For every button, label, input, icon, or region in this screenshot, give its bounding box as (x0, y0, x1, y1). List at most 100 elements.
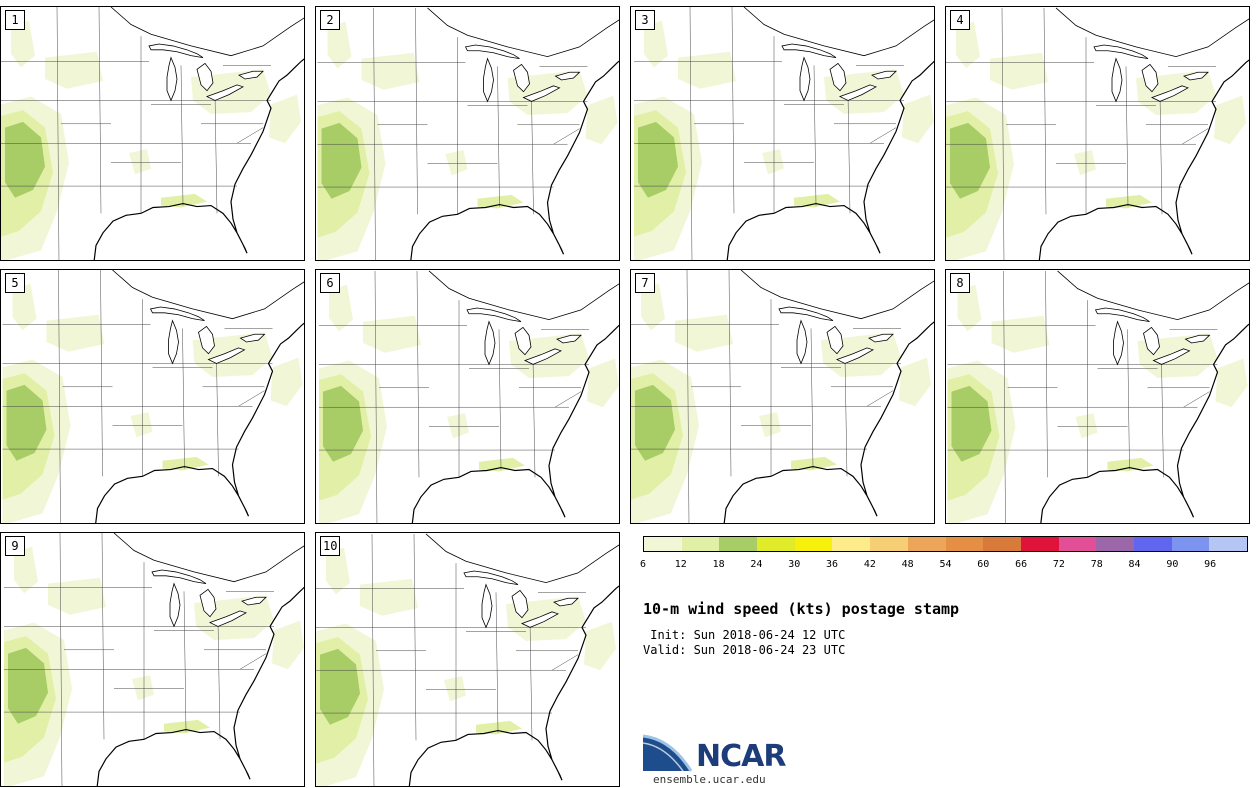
wind-shading (991, 315, 1050, 353)
great-lake-outline (514, 326, 532, 356)
stamp-panel-5: 5 (0, 269, 305, 524)
state-border (1045, 270, 1048, 478)
colorbar-tick-label: 42 (863, 559, 876, 570)
great-lake-outline (1183, 71, 1209, 81)
great-lake-outline (151, 569, 207, 584)
state-border (1181, 128, 1209, 145)
wind-map (1, 7, 304, 260)
wind-shading (447, 413, 469, 439)
great-lake-outline (1152, 348, 1191, 365)
great-lake-outline (554, 71, 581, 81)
great-lake-outline (1094, 307, 1150, 322)
great-lake-outline (829, 62, 847, 92)
great-lake-outline (206, 84, 244, 101)
great-lake-outline (481, 583, 493, 629)
canada-border (110, 7, 304, 57)
state-border (56, 7, 60, 260)
wind-shading (584, 621, 616, 671)
great-lake-outline (198, 325, 215, 355)
state-border (371, 533, 375, 786)
state-border (416, 270, 420, 478)
great-lake-outline (778, 306, 834, 321)
wind-shading (585, 95, 618, 145)
colorbar-tick-label: 54 (939, 559, 952, 570)
great-lake-outline (1113, 320, 1124, 366)
colorbar-swatch (1058, 537, 1097, 551)
wind-shading (479, 457, 525, 472)
great-lake-outline (799, 56, 811, 102)
great-lake-outline (169, 582, 181, 628)
coastline (726, 60, 934, 260)
wind-shading (638, 121, 678, 198)
wind-shading (675, 314, 733, 352)
panel-number: 5 (5, 273, 25, 293)
valid-time: Valid: Sun 2018-06-24 23 UTC (643, 643, 846, 657)
state-border (415, 7, 418, 215)
init-time: Init: Sun 2018-06-24 12 UTC (643, 628, 846, 642)
wind-shading (327, 21, 352, 69)
great-lake-outline (241, 596, 267, 606)
great-lake-outline (1111, 57, 1123, 103)
ncar-logo-icon (643, 734, 693, 772)
stamp-panel-7: 7 (630, 269, 935, 524)
coastline (1040, 323, 1249, 523)
site-url: ensemble.ucar.edu (653, 773, 766, 786)
wind-shading (48, 577, 106, 615)
state-border (100, 270, 103, 477)
wind-shading (950, 122, 990, 199)
wind-shading (129, 149, 151, 175)
wind-shading (444, 676, 466, 702)
colorbar-swatch (1133, 537, 1172, 551)
great-lake-outline (199, 588, 217, 618)
colorbar-tick-label: 36 (826, 559, 839, 570)
wind-shading (641, 283, 665, 331)
state-border (1001, 7, 1005, 260)
wind-shading (8, 647, 48, 724)
canada-border (427, 7, 619, 58)
great-lake-outline (166, 56, 178, 102)
state-border (239, 653, 267, 670)
wind-shading (445, 150, 468, 176)
great-lake-outline (868, 333, 894, 343)
wind-shading (323, 385, 363, 462)
wind-shading (162, 456, 209, 471)
stamp-panel-10: 10 (315, 532, 620, 787)
state-border (182, 328, 185, 469)
state-border (689, 7, 693, 260)
great-lake-outline (781, 43, 837, 58)
colorbar-swatch (644, 537, 682, 551)
colorbar-swatch (870, 537, 908, 551)
great-lake-outline (466, 307, 522, 322)
state-border (216, 357, 219, 477)
state-border (58, 270, 61, 523)
colorbar-swatch (1209, 537, 1247, 551)
state-border (1183, 391, 1210, 408)
state-border (1161, 358, 1164, 478)
colorbar-tick-label: 90 (1166, 559, 1179, 570)
state-border (551, 654, 579, 671)
wind-shading (1215, 358, 1248, 408)
canada-border (113, 533, 304, 583)
wind-map (319, 270, 619, 523)
wind-shading (956, 21, 980, 69)
stamp-panel-8: 8 (945, 269, 1250, 524)
wind-map (946, 7, 1249, 260)
state-border (847, 94, 851, 214)
state-border (413, 533, 417, 741)
stamp-panel-3: 3 (630, 6, 935, 261)
wind-map (317, 7, 619, 260)
great-lake-outline (871, 70, 897, 80)
wind-shading (476, 720, 522, 735)
ncar-logo-text: NCAR (696, 739, 786, 774)
canada-border (425, 533, 619, 584)
wind-shading (1075, 413, 1098, 439)
great-lake-outline (484, 320, 496, 366)
colorbar-ticks: 6 12 18 24 30 36 42 48 54 60 66 72 78 84 90 96 (640, 559, 1248, 573)
great-lake-outline (839, 84, 877, 101)
colorbar-tick-label: 60 (977, 559, 990, 570)
wind-shading (5, 121, 45, 198)
wind-shading (46, 314, 105, 352)
colorbar-tick-label: 30 (788, 559, 801, 570)
wind-shading (635, 384, 675, 461)
coastline (410, 60, 619, 260)
